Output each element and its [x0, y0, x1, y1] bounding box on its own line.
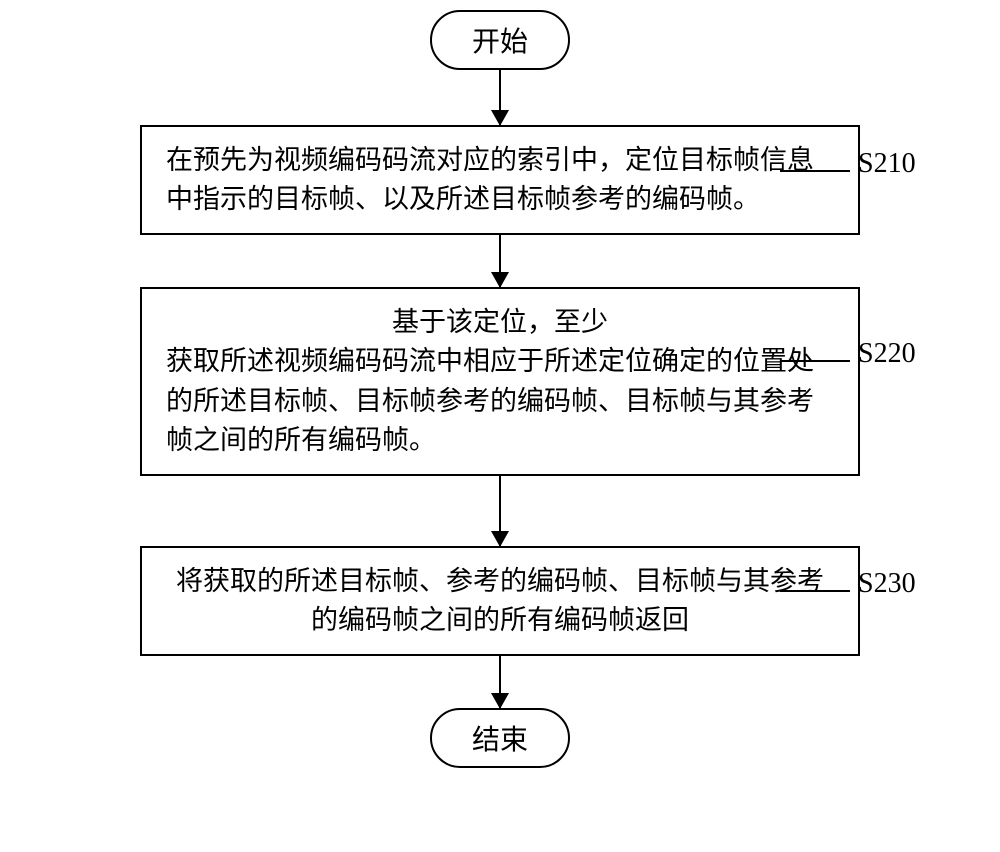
label-s220: S220: [858, 338, 916, 370]
process-s210-text: 在预先为视频编码码流对应的索引中，定位目标帧信息中指示的目标帧、以及所述目标帧参…: [166, 145, 814, 214]
arrow-1: [60, 70, 940, 125]
flowchart-container: 开始 在预先为视频编码码流对应的索引中，定位目标帧信息中指示的目标帧、以及所述目…: [60, 10, 940, 768]
arrow-3: [60, 476, 940, 546]
end-label: 结束: [472, 718, 528, 758]
arrow-2: [60, 235, 940, 287]
label-s210: S210: [858, 148, 916, 180]
process-s220-line2: 获取所述视频编码码流中相应于所述定位确定的位置处的所述目标帧、目标帧参考的编码帧…: [166, 342, 834, 459]
end-terminator: 结束: [430, 708, 570, 768]
process-s220: 基于该定位，至少 获取所述视频编码码流中相应于所述定位确定的位置处的所述目标帧、…: [140, 287, 860, 476]
start-terminator: 开始: [430, 10, 570, 70]
label-line-s210: [780, 170, 850, 172]
arrow-4: [60, 656, 940, 708]
process-s210: 在预先为视频编码码流对应的索引中，定位目标帧信息中指示的目标帧、以及所述目标帧参…: [140, 125, 860, 235]
start-label: 开始: [472, 20, 528, 60]
label-line-s230: [780, 590, 850, 592]
process-s230-text: 将获取的所述目标帧、参考的编码帧、目标帧与其参考的编码帧之间的所有编码帧返回: [176, 566, 824, 635]
label-s230: S230: [858, 568, 916, 600]
process-s220-line1: 基于该定位，至少: [166, 303, 834, 342]
process-s230: 将获取的所述目标帧、参考的编码帧、目标帧与其参考的编码帧之间的所有编码帧返回: [140, 546, 860, 656]
label-line-s220: [780, 360, 850, 362]
